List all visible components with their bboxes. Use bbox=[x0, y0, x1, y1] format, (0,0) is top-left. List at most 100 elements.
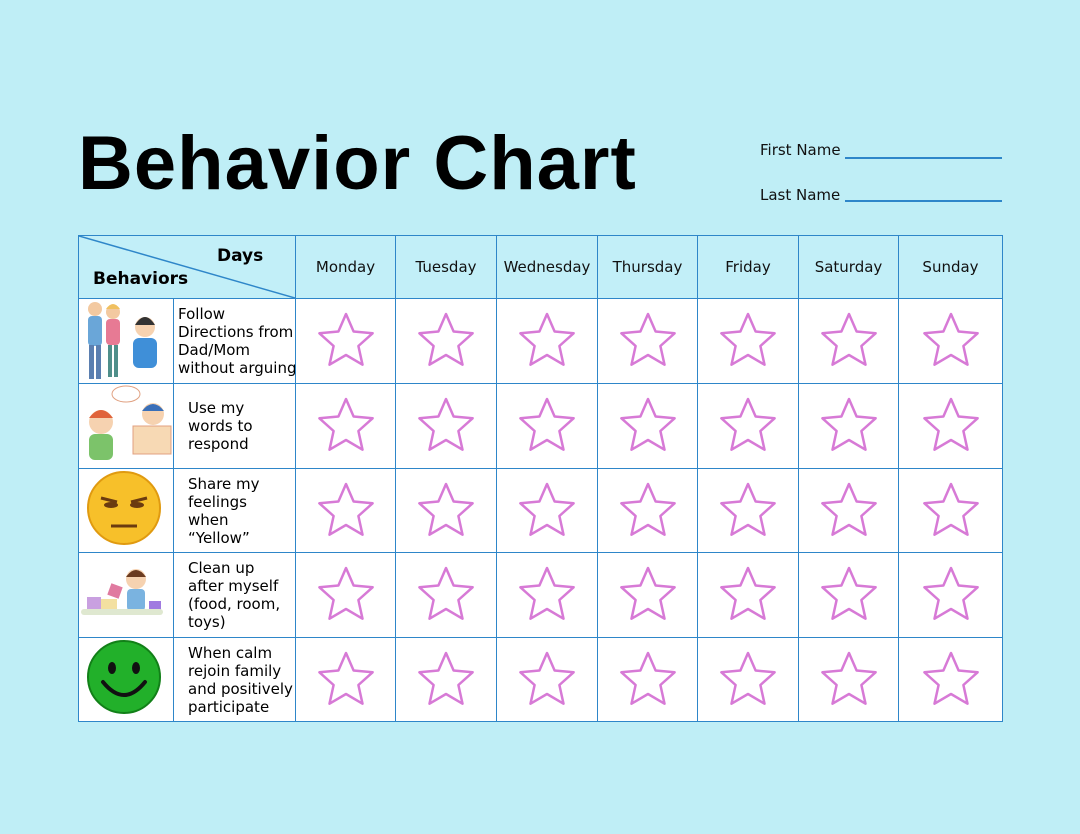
star bbox=[720, 312, 776, 366]
star bbox=[317, 651, 374, 705]
star bbox=[619, 397, 676, 451]
day-header: Wednesday bbox=[496, 235, 598, 299]
star bbox=[820, 312, 877, 366]
behavior-line: Directions from bbox=[178, 323, 294, 341]
star-cell[interactable] bbox=[898, 552, 1003, 638]
behavior-line: When calm bbox=[188, 643, 273, 662]
yellow-face-icon bbox=[87, 471, 161, 545]
day-header: Saturday bbox=[798, 235, 899, 299]
day-header: Thursday bbox=[597, 235, 698, 299]
star bbox=[720, 482, 776, 536]
star-cell[interactable] bbox=[496, 468, 598, 553]
star-cell[interactable] bbox=[295, 552, 396, 638]
star-cell[interactable] bbox=[697, 552, 799, 638]
family-icon bbox=[88, 302, 157, 379]
star bbox=[519, 397, 575, 451]
star-cell[interactable] bbox=[496, 298, 598, 384]
behavior: Clean up after myself (food, room, toys) bbox=[173, 552, 296, 638]
star bbox=[922, 482, 979, 536]
star-cell[interactable] bbox=[395, 552, 497, 638]
behavior-line: feelings bbox=[188, 492, 247, 511]
star-cell[interactable] bbox=[597, 383, 698, 469]
star-cell[interactable] bbox=[697, 298, 799, 384]
input-line[interactable] bbox=[845, 200, 1002, 202]
behavior-line: and positively bbox=[188, 679, 293, 698]
star bbox=[720, 397, 776, 451]
star bbox=[418, 312, 474, 366]
star-cell[interactable] bbox=[295, 383, 396, 469]
star-cell[interactable] bbox=[697, 468, 799, 553]
star-cell[interactable] bbox=[697, 637, 799, 722]
star-cell[interactable] bbox=[898, 637, 1003, 722]
star-cell[interactable] bbox=[798, 637, 899, 722]
day-header: Friday bbox=[697, 235, 799, 299]
star-cell[interactable] bbox=[597, 468, 698, 553]
cleanup-icon bbox=[81, 569, 163, 615]
day-header: Monday bbox=[295, 235, 396, 299]
behavior-line: respond bbox=[188, 435, 249, 453]
star-cell[interactable] bbox=[798, 468, 899, 553]
star bbox=[922, 312, 979, 366]
star bbox=[317, 312, 374, 366]
behavior: When calm rejoin family and positively part… bbox=[173, 637, 296, 722]
star-cell[interactable] bbox=[898, 468, 1003, 553]
star-cell[interactable] bbox=[295, 298, 396, 384]
star bbox=[317, 482, 374, 536]
star-cell[interactable] bbox=[597, 298, 698, 384]
star bbox=[418, 397, 474, 451]
star bbox=[922, 651, 979, 705]
behavior-line: participate bbox=[188, 697, 270, 716]
field-label: Last Name bbox=[760, 186, 841, 204]
behavior-line: when bbox=[188, 510, 229, 529]
star bbox=[519, 651, 575, 705]
corner-bottom: Behaviors bbox=[93, 269, 189, 289]
star bbox=[619, 312, 676, 366]
day-header: Sunday bbox=[898, 235, 1003, 299]
star-cell[interactable] bbox=[697, 383, 799, 469]
star-cell[interactable] bbox=[395, 298, 497, 384]
star bbox=[619, 651, 676, 705]
behavior-line: Share my bbox=[188, 474, 260, 493]
star-cell[interactable] bbox=[898, 383, 1003, 469]
green-face-icon bbox=[87, 640, 161, 714]
star-cell[interactable] bbox=[798, 552, 899, 638]
behavior-line: without arguing bbox=[178, 359, 297, 377]
star bbox=[418, 651, 474, 705]
behavior-line: words to bbox=[188, 417, 253, 435]
star-cell[interactable] bbox=[295, 637, 396, 722]
star bbox=[820, 482, 877, 536]
behavior-line: after myself bbox=[188, 577, 279, 595]
star bbox=[922, 397, 979, 451]
star-cell[interactable] bbox=[798, 298, 899, 384]
star-cell[interactable] bbox=[597, 637, 698, 722]
star-cell[interactable] bbox=[395, 468, 497, 553]
star bbox=[820, 651, 877, 705]
star bbox=[519, 482, 575, 536]
corner-top: Days bbox=[217, 246, 264, 266]
star-cell[interactable] bbox=[496, 637, 598, 722]
input-line[interactable] bbox=[845, 157, 1002, 159]
behavior-line: Dad/Mom bbox=[178, 341, 251, 359]
star bbox=[418, 566, 474, 620]
star bbox=[720, 651, 776, 705]
corner-cell: Days Behaviors bbox=[78, 235, 296, 299]
behavior: Follow Directions from Dad/Mom without argu… bbox=[173, 298, 296, 384]
star-cell[interactable] bbox=[395, 383, 497, 469]
star-cell[interactable] bbox=[496, 552, 598, 638]
star-cell[interactable] bbox=[395, 637, 497, 722]
star-cell[interactable] bbox=[597, 552, 698, 638]
title: Behavior Chart bbox=[78, 121, 637, 206]
star bbox=[619, 566, 676, 620]
star-cell[interactable] bbox=[496, 383, 598, 469]
star-cell[interactable] bbox=[295, 468, 396, 553]
star bbox=[317, 397, 374, 451]
star bbox=[519, 566, 575, 620]
star bbox=[820, 397, 877, 451]
star bbox=[519, 312, 575, 366]
star bbox=[418, 482, 474, 536]
star-cell[interactable] bbox=[798, 383, 899, 469]
behavior: Share my feelings when “Yellow” bbox=[173, 468, 296, 553]
behavior-line: Clean up bbox=[188, 559, 255, 577]
behavior-line: Follow bbox=[178, 305, 226, 323]
star-cell[interactable] bbox=[898, 298, 1003, 384]
